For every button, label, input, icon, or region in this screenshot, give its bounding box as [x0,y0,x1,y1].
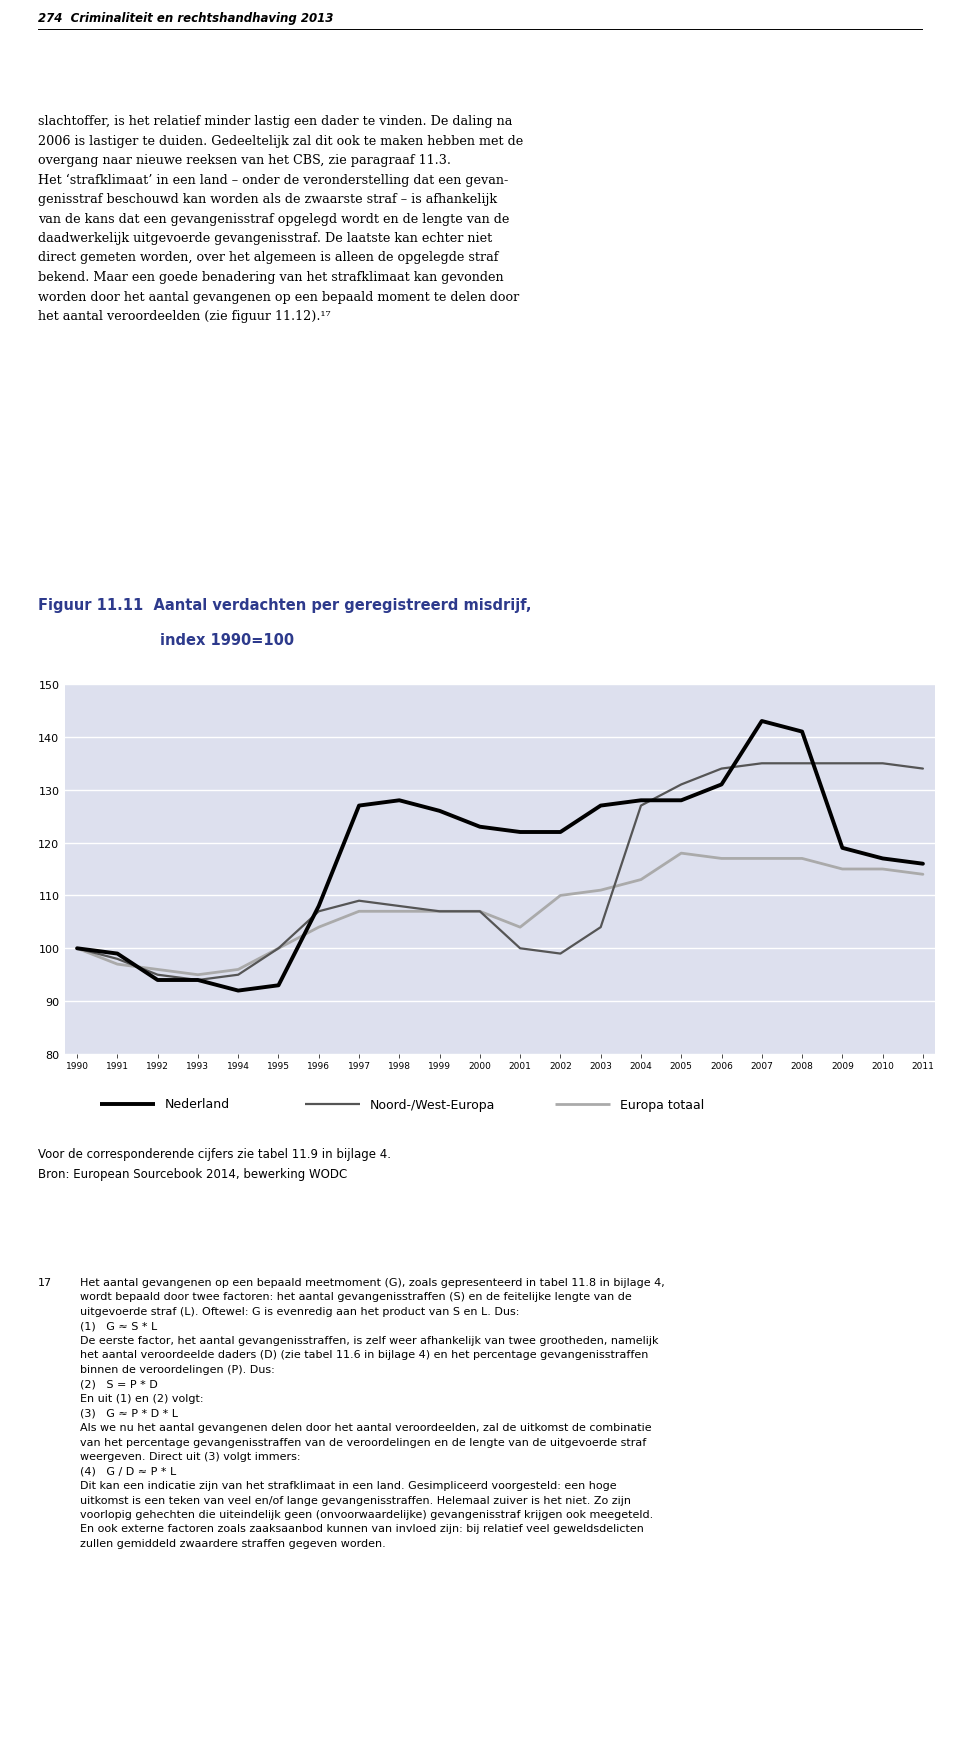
Text: (2)   S = P * D: (2) S = P * D [80,1379,157,1388]
Text: voorlopig gehechten die uiteindelijk geen (onvoorwaardelijke) gevangenisstraf kr: voorlopig gehechten die uiteindelijk gee… [80,1509,653,1520]
Text: Bron: European Sourcebook 2014, bewerking WODC: Bron: European Sourcebook 2014, bewerkin… [38,1167,348,1181]
Text: Europa totaal: Europa totaal [620,1099,705,1111]
Text: zullen gemiddeld zwaardere straffen gegeven worden.: zullen gemiddeld zwaardere straffen gege… [80,1537,386,1548]
Text: Nederland: Nederland [165,1099,230,1111]
Text: direct gemeten worden, over het algemeen is alleen de opgelegde straf: direct gemeten worden, over het algemeen… [38,251,498,265]
Text: 274  Criminaliteit en rechtshandhaving 2013: 274 Criminaliteit en rechtshandhaving 20… [38,12,333,25]
Text: bekend. Maar een goede benadering van het strafklimaat kan gevonden: bekend. Maar een goede benadering van he… [38,270,504,284]
Text: En ook externe factoren zoals zaaksaanbod kunnen van invloed zijn: bij relatief : En ook externe factoren zoals zaaksaanbo… [80,1523,644,1534]
Text: uitkomst is een teken van veel en/of lange gevangenisstraffen. Helemaal zuiver i: uitkomst is een teken van veel en/of lan… [80,1495,631,1504]
Text: Voor de corresponderende cijfers zie tabel 11.9 in bijlage 4.: Voor de corresponderende cijfers zie tab… [38,1148,391,1160]
Text: van de kans dat een gevangenisstraf opgelegd wordt en de lengte van de: van de kans dat een gevangenisstraf opge… [38,212,510,225]
Text: Als we nu het aantal gevangenen delen door het aantal veroordeelden, zal de uitk: Als we nu het aantal gevangenen delen do… [80,1422,652,1432]
Text: van het percentage gevangenisstraffen van de veroordelingen en de lengte van de : van het percentage gevangenisstraffen va… [80,1437,646,1446]
Text: het aantal veroordeelde daders (D) (zie tabel 11.6 in bijlage 4) en het percenta: het aantal veroordeelde daders (D) (zie … [80,1350,648,1360]
Text: Noord-/West-Europa: Noord-/West-Europa [370,1099,495,1111]
Text: weergeven. Direct uit (3) volgt immers:: weergeven. Direct uit (3) volgt immers: [80,1451,300,1462]
Text: Het aantal gevangenen op een bepaald meetmoment (G), zoals gepresenteerd in tabe: Het aantal gevangenen op een bepaald mee… [80,1278,664,1286]
Text: 2006 is lastiger te duiden. Gedeeltelijk zal dit ook te maken hebben met de: 2006 is lastiger te duiden. Gedeeltelijk… [38,135,523,147]
Text: Het ‘strafklimaat’ in een land – onder de veronderstelling dat een gevan-: Het ‘strafklimaat’ in een land – onder d… [38,174,508,186]
Text: Dit kan een indicatie zijn van het strafklimaat in een land. Gesimpliceerd voorg: Dit kan een indicatie zijn van het straf… [80,1479,616,1490]
Text: het aantal veroordeelden (zie figuur 11.12).¹⁷: het aantal veroordeelden (zie figuur 11.… [38,311,330,323]
Text: wordt bepaald door twee factoren: het aantal gevangenisstraffen (S) en de feitel: wordt bepaald door twee factoren: het aa… [80,1292,632,1302]
Text: En uit (1) en (2) volgt:: En uit (1) en (2) volgt: [80,1393,204,1404]
Text: (4)   G / D ≈ P * L: (4) G / D ≈ P * L [80,1465,177,1476]
Text: worden door het aantal gevangenen op een bepaald moment te delen door: worden door het aantal gevangenen op een… [38,290,519,304]
Text: Figuur 11.11  Aantal verdachten per geregistreerd misdrijf,: Figuur 11.11 Aantal verdachten per gereg… [38,598,532,612]
Text: binnen de veroordelingen (P). Dus:: binnen de veroordelingen (P). Dus: [80,1364,275,1374]
Text: uitgevoerde straf (L). Oftewel: G is evenredig aan het product van S en L. Dus:: uitgevoerde straf (L). Oftewel: G is eve… [80,1306,519,1316]
Text: slachtoffer, is het relatief minder lastig een dader te vinden. De daling na: slachtoffer, is het relatief minder last… [38,114,513,128]
Text: genisstraf beschouwd kan worden als de zwaarste straf – is afhankelijk: genisstraf beschouwd kan worden als de z… [38,193,497,205]
Text: daadwerkelijk uitgevoerde gevangenisstraf. De laatste kan echter niet: daadwerkelijk uitgevoerde gevangenisstra… [38,232,492,246]
Text: De eerste factor, het aantal gevangenisstraffen, is zelf weer afhankelijk van tw: De eerste factor, het aantal gevangeniss… [80,1336,659,1346]
Text: (3)   G ≈ P * D * L: (3) G ≈ P * D * L [80,1408,178,1418]
Text: (1)   G ≈ S * L: (1) G ≈ S * L [80,1322,157,1330]
Text: 17: 17 [38,1278,52,1286]
Text: overgang naar nieuwe reeksen van het CBS, zie paragraaf 11.3.: overgang naar nieuwe reeksen van het CBS… [38,154,451,167]
Text: index 1990=100: index 1990=100 [160,632,294,648]
